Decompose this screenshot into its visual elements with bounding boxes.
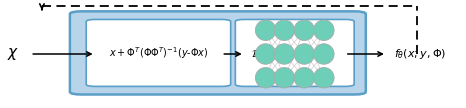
Ellipse shape xyxy=(294,44,315,64)
Ellipse shape xyxy=(294,20,315,40)
FancyBboxPatch shape xyxy=(70,11,366,94)
Ellipse shape xyxy=(255,20,276,40)
Ellipse shape xyxy=(255,44,276,64)
Text: $\mathcal{D}_{\theta}(\cdot) = $: $\mathcal{D}_{\theta}(\cdot) = $ xyxy=(251,47,285,61)
Ellipse shape xyxy=(294,68,315,88)
Ellipse shape xyxy=(255,68,276,88)
Ellipse shape xyxy=(314,20,334,40)
Text: $\chi$: $\chi$ xyxy=(7,46,19,62)
Ellipse shape xyxy=(314,44,334,64)
Ellipse shape xyxy=(314,68,334,88)
FancyBboxPatch shape xyxy=(235,19,354,86)
Ellipse shape xyxy=(274,68,295,88)
Ellipse shape xyxy=(274,44,295,64)
Ellipse shape xyxy=(274,20,295,40)
Text: $f_{\theta}(x;y,\Phi)$: $f_{\theta}(x;y,\Phi)$ xyxy=(394,47,446,61)
Text: $x + \Phi^T(\Phi\Phi^T)^{-1}(y\text{-}\Phi x)$: $x + \Phi^T(\Phi\Phi^T)^{-1}(y\text{-}\P… xyxy=(109,45,208,61)
FancyBboxPatch shape xyxy=(86,19,231,86)
